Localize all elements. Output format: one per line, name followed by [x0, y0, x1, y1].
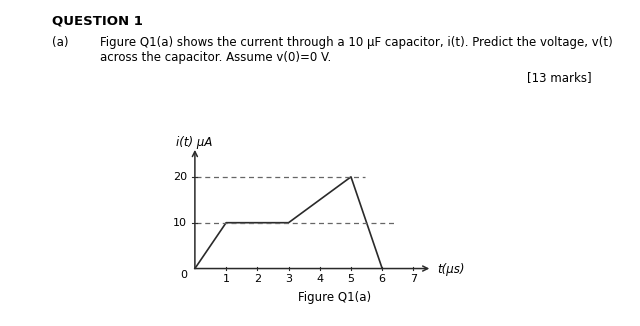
Text: 7: 7	[410, 274, 417, 284]
Text: 10: 10	[173, 218, 187, 228]
Text: across the capacitor. Assume v(0)=0 V.: across the capacitor. Assume v(0)=0 V.	[100, 51, 332, 64]
Text: 6: 6	[379, 274, 386, 284]
Text: 4: 4	[316, 274, 323, 284]
Text: 20: 20	[173, 172, 187, 182]
Text: t(μs): t(μs)	[437, 263, 465, 276]
Text: [13 marks]: [13 marks]	[527, 71, 592, 84]
Text: QUESTION 1: QUESTION 1	[52, 14, 143, 27]
Text: Figure Q1(a): Figure Q1(a)	[298, 291, 372, 304]
Text: i(t) μA: i(t) μA	[176, 136, 212, 149]
Text: 1: 1	[223, 274, 230, 284]
Text: 0: 0	[180, 270, 187, 280]
Text: 3: 3	[285, 274, 292, 284]
Text: (a): (a)	[52, 36, 68, 49]
Text: 2: 2	[254, 274, 261, 284]
Text: 5: 5	[348, 274, 355, 284]
Text: Figure Q1(a) shows the current through a 10 μF capacitor, i(t). Predict the volt: Figure Q1(a) shows the current through a…	[100, 36, 612, 49]
